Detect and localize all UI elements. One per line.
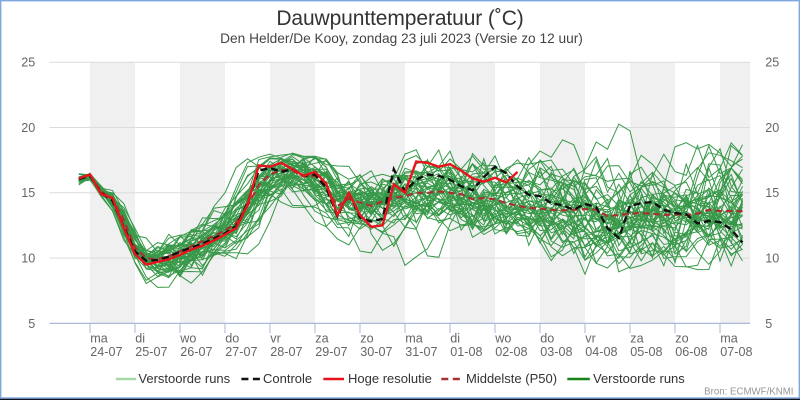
- svg-text:15: 15: [765, 186, 779, 200]
- svg-text:ma: ma: [720, 332, 738, 346]
- svg-text:zo: zo: [360, 332, 373, 346]
- svg-text:Hoge resolutie: Hoge resolutie: [348, 371, 432, 386]
- svg-text:di: di: [135, 332, 145, 346]
- svg-text:zo: zo: [675, 332, 688, 346]
- svg-text:28-07: 28-07: [270, 345, 302, 359]
- svg-text:30-07: 30-07: [360, 345, 392, 359]
- svg-text:29-07: 29-07: [315, 345, 347, 359]
- svg-text:27-07: 27-07: [225, 345, 257, 359]
- svg-text:Dauwpunttemperatuur (˚C): Dauwpunttemperatuur (˚C): [276, 7, 523, 30]
- svg-text:5: 5: [765, 317, 772, 331]
- svg-text:10: 10: [21, 252, 35, 266]
- svg-text:vr: vr: [270, 332, 281, 346]
- svg-text:25: 25: [765, 56, 779, 70]
- svg-text:25-07: 25-07: [135, 345, 167, 359]
- svg-text:24-07: 24-07: [90, 345, 122, 359]
- svg-text:20: 20: [765, 121, 779, 135]
- svg-text:do: do: [225, 332, 239, 346]
- svg-text:02-08: 02-08: [495, 345, 527, 359]
- svg-text:ma: ma: [405, 332, 423, 346]
- svg-text:za: za: [630, 332, 643, 346]
- svg-text:Middelste (P50): Middelste (P50): [466, 371, 557, 386]
- svg-text:10: 10: [765, 252, 779, 266]
- svg-text:Verstoorde runs: Verstoorde runs: [138, 371, 230, 386]
- svg-text:15: 15: [21, 186, 35, 200]
- svg-text:do: do: [540, 332, 554, 346]
- svg-text:Verstoorde runs: Verstoorde runs: [593, 371, 685, 386]
- svg-text:20: 20: [21, 121, 35, 135]
- svg-text:Controle: Controle: [263, 371, 312, 386]
- svg-text:Den Helder/De Kooy, zondag 23: Den Helder/De Kooy, zondag 23 juli 2023 …: [220, 31, 583, 46]
- svg-text:07-08: 07-08: [720, 345, 752, 359]
- svg-text:04-08: 04-08: [585, 345, 617, 359]
- svg-text:vr: vr: [585, 332, 596, 346]
- svg-text:05-08: 05-08: [630, 345, 662, 359]
- svg-text:06-08: 06-08: [675, 345, 707, 359]
- svg-text:za: za: [315, 332, 328, 346]
- svg-text:01-08: 01-08: [450, 345, 482, 359]
- svg-text:Bron: ECMWF/KNMI: Bron: ECMWF/KNMI: [704, 386, 793, 397]
- svg-text:03-08: 03-08: [540, 345, 572, 359]
- svg-text:ma: ma: [90, 332, 108, 346]
- svg-text:wo: wo: [179, 332, 196, 346]
- svg-text:di: di: [450, 332, 460, 346]
- svg-text:31-07: 31-07: [405, 345, 437, 359]
- svg-text:25: 25: [21, 56, 35, 70]
- svg-text:wo: wo: [494, 332, 511, 346]
- svg-text:26-07: 26-07: [180, 345, 212, 359]
- svg-text:5: 5: [28, 317, 35, 331]
